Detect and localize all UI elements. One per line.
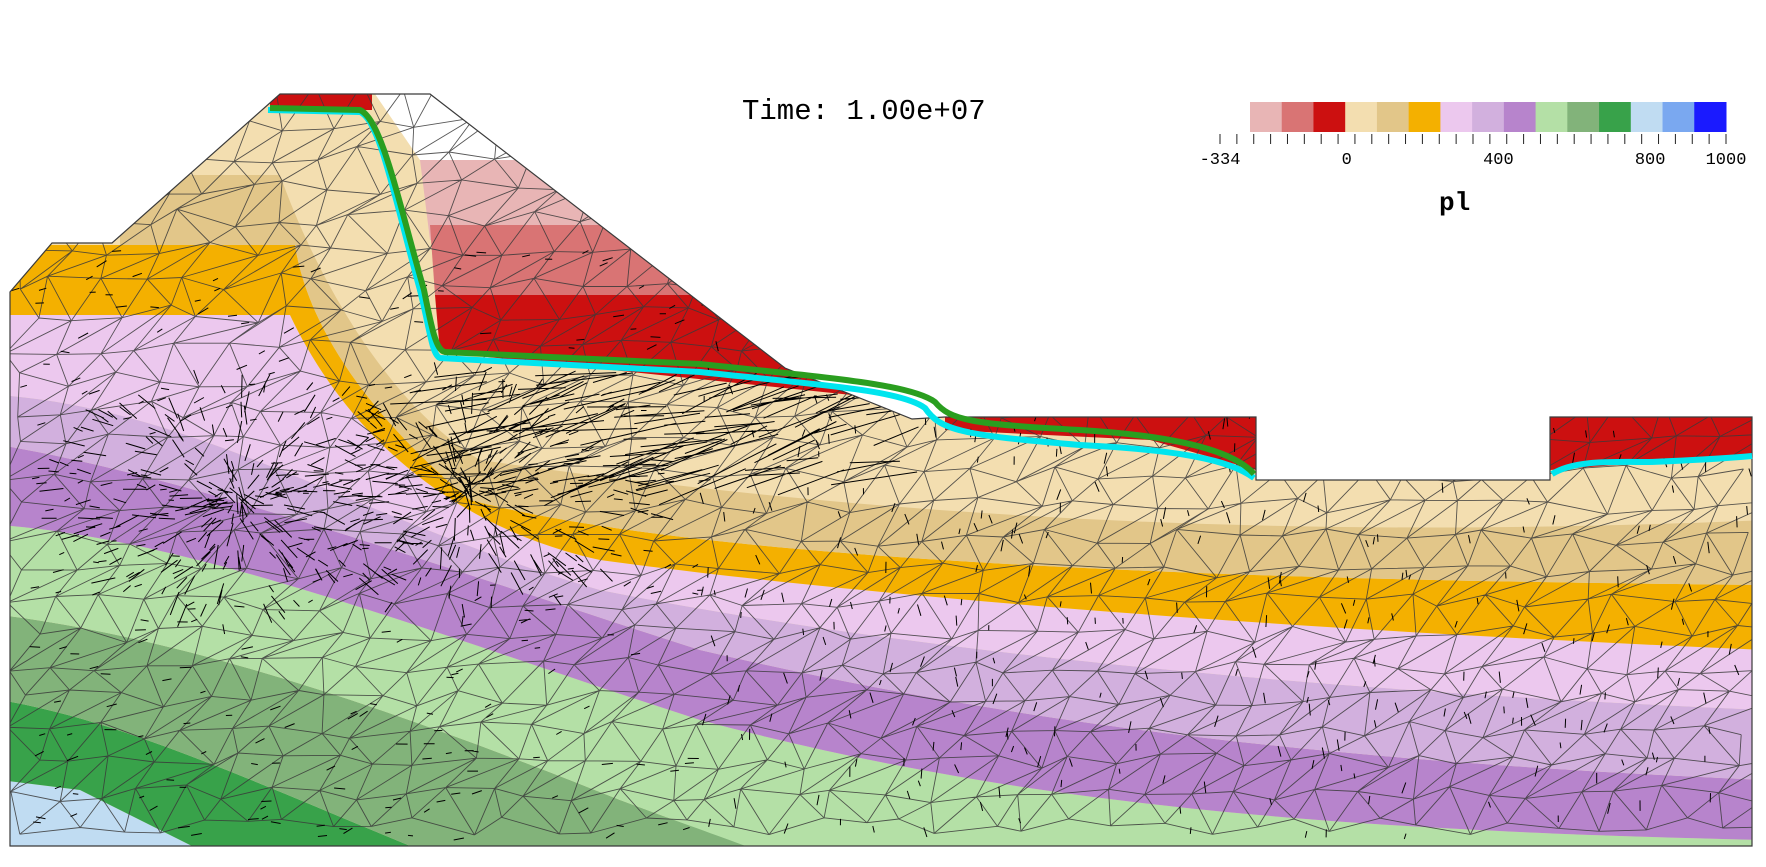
band-purple-light xyxy=(10,315,1752,710)
colorbar-swatch xyxy=(1630,102,1664,132)
colorbar-swatch xyxy=(1694,102,1727,132)
colorbar-swatch xyxy=(1503,102,1537,132)
band-purple-mid xyxy=(10,395,1752,780)
cyan-free-surface-line xyxy=(267,107,1256,481)
colorbar-tick-label: 1000 xyxy=(1706,151,1747,170)
colorbar-title: pl xyxy=(1439,188,1471,218)
colorbar-swatch xyxy=(1313,102,1346,132)
time-label: Time: 1.00e+07 xyxy=(742,95,986,128)
colorbar-tick-label: 0 xyxy=(1342,151,1352,170)
colorbar-swatch xyxy=(1567,102,1600,132)
colorbar-tick-label: 800 xyxy=(1635,151,1666,170)
band-light-green xyxy=(10,525,1752,846)
colorbar-swatch xyxy=(1408,102,1441,132)
green-water-line xyxy=(269,105,1257,477)
colorbar-swatch xyxy=(1345,102,1378,132)
band-dark-green xyxy=(10,700,420,846)
band-mid-green xyxy=(10,615,780,846)
colorbar-swatch xyxy=(1440,102,1473,132)
colorbar-swatch xyxy=(1472,102,1505,132)
colorbar-swatch xyxy=(1281,102,1314,132)
band-tan xyxy=(120,175,1752,585)
zone-white-top xyxy=(375,94,520,160)
colorbar: -334 0 400 800 1000 xyxy=(1200,102,1747,170)
colorbar-swatch xyxy=(1376,102,1410,132)
colorbar-tick-label: -334 xyxy=(1200,151,1241,170)
colorbar-swatch xyxy=(1662,102,1695,132)
colorbar-swatch xyxy=(1535,102,1568,132)
colorbar-tick-label: 400 xyxy=(1483,151,1514,170)
band-purple-dark xyxy=(10,445,1752,840)
colorbar-swatch xyxy=(1599,102,1632,132)
zone-red-right xyxy=(945,417,1256,470)
cyan-right-line xyxy=(1550,453,1753,477)
colorbar-swatch xyxy=(1250,102,1283,132)
